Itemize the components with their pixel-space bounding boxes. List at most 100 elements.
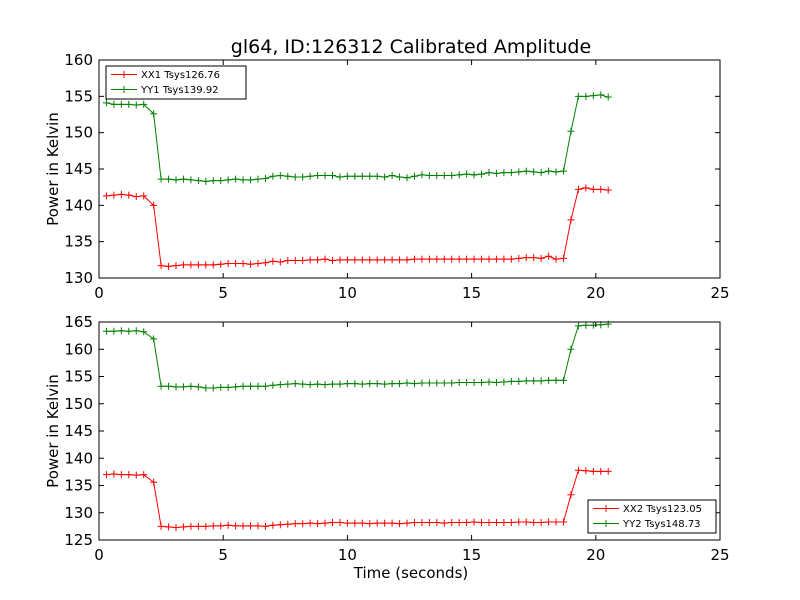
data-point-marker [433, 172, 441, 180]
data-point-marker [358, 256, 366, 264]
data-point-marker [455, 255, 463, 263]
x-axis-label: Time (seconds) [353, 564, 469, 582]
data-point-marker [478, 170, 486, 178]
data-point-marker [224, 176, 232, 184]
y-tick-label: 150 [64, 124, 93, 142]
legend-label: XX1 Tsys126.76 [141, 70, 220, 81]
data-point-marker [269, 172, 277, 180]
data-point-marker [485, 169, 493, 177]
data-point-marker [247, 382, 255, 390]
data-point-marker [440, 172, 448, 180]
y-tick-label: 135 [64, 233, 93, 251]
data-point-marker [373, 172, 381, 180]
data-point-marker [321, 255, 329, 263]
data-point-marker [388, 256, 396, 264]
data-point-marker [463, 170, 471, 178]
y-tick-label: 155 [64, 368, 93, 386]
data-point-marker [110, 470, 118, 478]
legend-swatch-marker [602, 520, 610, 527]
data-point-marker [574, 322, 582, 330]
data-point-marker [515, 377, 523, 385]
data-point-marker [410, 255, 418, 263]
data-point-marker [574, 185, 582, 193]
data-point-marker [381, 519, 389, 527]
y-tick-label: 150 [64, 395, 93, 413]
data-point-marker [202, 522, 210, 530]
data-point-marker [314, 256, 322, 264]
data-point-marker [239, 259, 247, 267]
data-point-marker [560, 376, 568, 384]
data-point-marker [217, 522, 225, 530]
data-point-marker [328, 172, 336, 180]
data-point-marker [403, 519, 411, 527]
data-point-marker [232, 259, 240, 267]
data-point-marker [589, 185, 597, 193]
data-point-marker [366, 380, 374, 388]
data-point-marker [567, 491, 575, 499]
data-point-marker [470, 171, 478, 179]
data-point-marker [425, 255, 433, 263]
data-point-marker [179, 261, 187, 269]
data-point-marker [433, 379, 441, 387]
data-point-marker [455, 171, 463, 179]
data-point-marker [179, 175, 187, 183]
data-point-marker [269, 521, 277, 529]
y-tick-label: 145 [64, 160, 93, 178]
x-tick-label: 5 [218, 284, 228, 302]
data-point-marker [165, 175, 173, 183]
data-point-marker [132, 193, 140, 201]
data-point-marker [433, 519, 441, 527]
data-point-marker [247, 176, 255, 184]
data-point-marker [125, 100, 133, 108]
y-tick-label: 135 [64, 477, 93, 495]
data-point-marker [150, 335, 158, 343]
data-point-marker [261, 382, 269, 390]
data-point-marker [433, 255, 441, 263]
data-point-marker [351, 256, 359, 264]
y-axis-label: Power in Kelvin [44, 112, 62, 226]
data-point-marker [140, 100, 148, 108]
data-point-marker [403, 174, 411, 182]
data-point-marker [328, 257, 336, 265]
x-tick-label: 25 [710, 284, 729, 302]
data-point-marker [351, 519, 359, 527]
data-point-marker [150, 110, 158, 118]
data-point-marker [366, 520, 374, 528]
data-point-marker [224, 259, 232, 267]
y-tick-label: 130 [64, 504, 93, 522]
data-point-marker [582, 92, 590, 100]
data-point-marker [597, 91, 605, 99]
data-point-marker [403, 256, 411, 264]
data-point-marker [306, 256, 314, 264]
data-point-marker [247, 522, 255, 530]
data-point-marker [150, 201, 158, 209]
data-point-marker [396, 380, 404, 388]
y-tick-label: 145 [64, 422, 93, 440]
legend-box [587, 499, 717, 534]
data-point-marker [179, 383, 187, 391]
data-point-marker [284, 257, 292, 265]
data-point-marker [343, 172, 351, 180]
data-point-marker [530, 254, 538, 262]
data-point-marker [117, 100, 125, 108]
data-point-marker [470, 518, 478, 526]
data-point-marker [545, 376, 553, 384]
data-point-marker [132, 327, 140, 335]
data-point-marker [507, 377, 515, 385]
data-point-marker [574, 466, 582, 474]
data-point-marker [425, 379, 433, 387]
data-point-marker [515, 168, 523, 176]
data-point-marker [522, 254, 530, 262]
legend: XX2 Tsys123.05 YY2 Tsys148.73 [587, 499, 717, 534]
data-point-marker [254, 259, 262, 267]
data-point-marker [500, 519, 508, 527]
data-point-marker [110, 191, 118, 199]
data-point-marker [157, 262, 165, 270]
data-point-marker [239, 382, 247, 390]
data-point-marker [125, 471, 133, 479]
data-point-marker [358, 380, 366, 388]
data-point-marker [455, 519, 463, 527]
data-point-marker [321, 172, 329, 180]
legend-label: YY1 Tsys139.92 [140, 85, 219, 96]
data-point-marker [500, 255, 508, 263]
